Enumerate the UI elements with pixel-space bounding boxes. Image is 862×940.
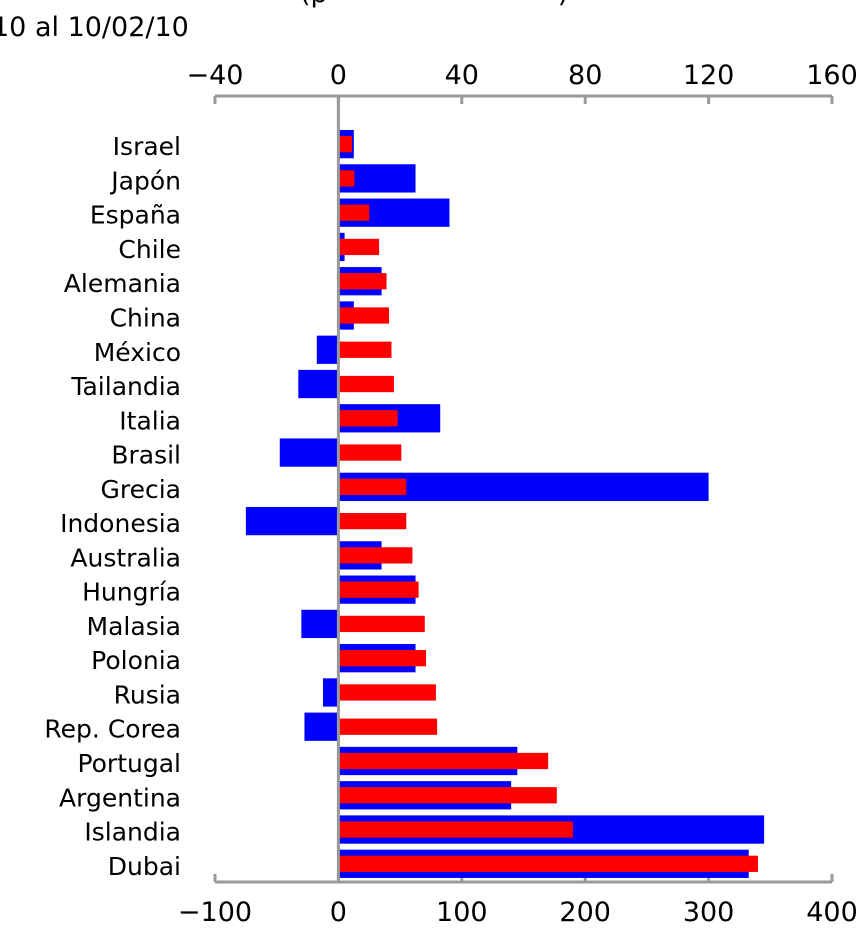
top-axis-tick-label: 120	[683, 60, 735, 91]
bar-red	[338, 444, 402, 461]
category-label: España	[90, 201, 181, 230]
bar-red	[338, 341, 392, 358]
bar-blue	[316, 335, 339, 364]
category-label: Rep. Corea	[44, 715, 181, 744]
category-label: Australia	[70, 543, 181, 572]
category-label: Argentina	[59, 783, 181, 812]
bar-red	[338, 855, 758, 872]
bar-red	[338, 273, 387, 290]
category-label: Islandia	[84, 818, 181, 847]
category-label: Chile	[118, 235, 181, 264]
category-label: Alemania	[64, 269, 181, 298]
category-label: Portugal	[77, 749, 181, 778]
category-label: Hungría	[82, 578, 181, 607]
bar-red	[338, 752, 549, 770]
bar-red	[338, 547, 413, 564]
bottom-axis-tick-label: 400	[806, 897, 858, 928]
bar-red	[338, 410, 398, 427]
category-label: Tailandia	[70, 372, 181, 401]
chart-title-fragment: (p)	[300, 0, 568, 9]
bar-red	[338, 787, 557, 804]
top-axis-tick-label: −40	[187, 60, 244, 91]
bar-blue	[298, 369, 339, 399]
category-label: Rusia	[114, 680, 181, 709]
bar-red	[338, 375, 394, 393]
bar-red	[338, 307, 389, 324]
bar-red	[338, 615, 425, 633]
bar-blue	[304, 712, 339, 741]
bar-red	[338, 136, 352, 153]
category-label: Indonesia	[60, 509, 181, 538]
category-label: Grecia	[101, 475, 182, 504]
bottom-axis-tick-label: −100	[178, 897, 252, 928]
top-axis-tick-label: 80	[568, 60, 602, 91]
bar-red	[338, 581, 419, 598]
category-label: Dubai	[108, 852, 181, 881]
bottom-axis-tick-label: 0	[330, 897, 347, 928]
bottom-axis-tick-label: 100	[436, 897, 488, 928]
bar-blue	[245, 506, 339, 536]
category-label: Japón	[109, 166, 181, 195]
bar-blue	[301, 609, 339, 639]
chart-subtitle: 10 al 10/02/10	[0, 12, 189, 43]
bottom-axis-tick-label: 300	[683, 897, 735, 928]
bar-red	[338, 821, 573, 838]
bottom-axis-tick-label: 200	[559, 897, 611, 928]
category-label: China	[110, 303, 181, 332]
bar-red	[338, 238, 380, 256]
category-label: Italia	[119, 406, 181, 435]
bar-red	[338, 512, 407, 530]
top-axis-tick-label: 40	[445, 60, 479, 91]
category-label: Polonia	[91, 646, 181, 675]
top-axis-tick-label: 0	[330, 60, 347, 91]
category-label: Malasia	[87, 612, 181, 641]
bar-red	[338, 478, 407, 495]
category-label: México	[94, 338, 181, 367]
bar-blue	[322, 678, 339, 707]
bar-red	[338, 204, 370, 221]
bar-red	[338, 684, 436, 701]
category-label: Brasil	[111, 441, 181, 470]
bar-red	[338, 170, 355, 187]
bar-red	[338, 650, 427, 667]
top-axis-tick-label: 160	[806, 60, 858, 91]
bar-red	[338, 718, 438, 735]
category-label: Israel	[113, 132, 181, 161]
bar-blue	[279, 438, 339, 467]
